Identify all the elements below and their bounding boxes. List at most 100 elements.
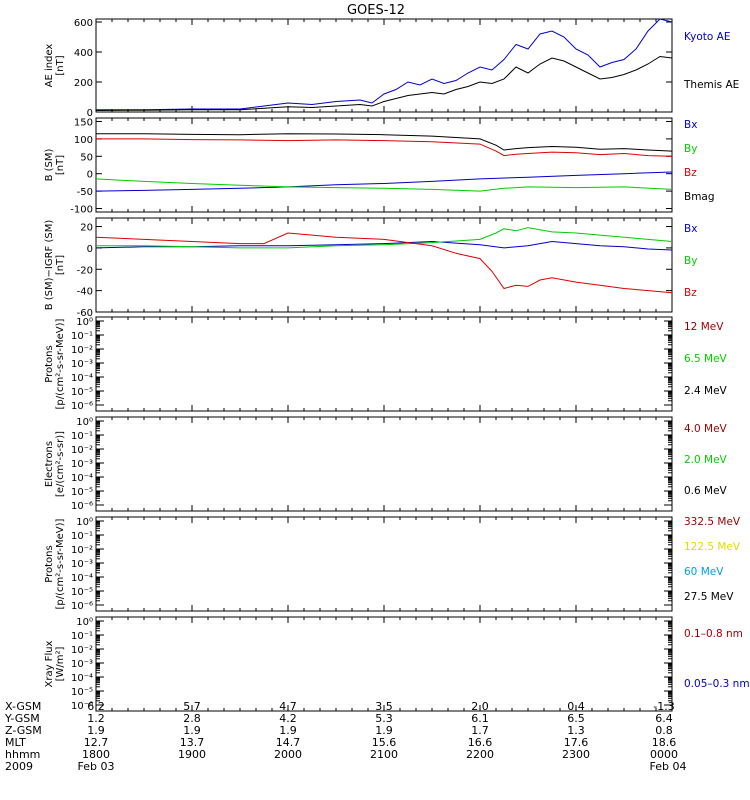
series-line-bz [96, 138, 673, 157]
footer-row-x-gsm: X-GSM 6.2 5.7 4.7 3.5 2.0 0.4 -1.3 [0, 700, 750, 713]
y-tick-label: 10⁻² [71, 345, 93, 356]
legend-entry: 2.0 MeV [684, 454, 728, 466]
footer-label: MLT [5, 736, 26, 749]
footer-value: 15.6 [371, 736, 397, 749]
legend-entry: Bx [684, 119, 697, 131]
series-line-bz [95, 232, 673, 294]
legend-entry: 6.5 MeV [684, 353, 728, 365]
y-axis-label: [e/(cm²-s-sr)] [55, 431, 66, 497]
legend-entry: 332.5 MeV [684, 516, 741, 528]
y-tick-label: 10⁰ [76, 517, 93, 528]
footer-value: 6.5 [567, 712, 585, 725]
footer-value: 1.9 [375, 724, 393, 737]
footer-value: 1.9 [279, 724, 297, 737]
y-tick-label: 10⁻² [71, 445, 93, 456]
footer-value: 2100 [370, 748, 398, 761]
footer-value: 6.2 [87, 700, 105, 713]
y-tick-label: 10⁰ [76, 617, 93, 628]
footer-value: 3.5 [375, 700, 393, 713]
footer-value: 2.0 [471, 700, 489, 713]
y-tick-label: 0 [87, 170, 93, 181]
footer-value: Feb 03 [77, 760, 115, 773]
legend-entry: 2.4 MeV [684, 385, 728, 397]
y-axis-label: [nT] [55, 155, 66, 175]
panel-protons-epead: Protons [p/(cm²-s-sr-MeV)] 10⁰ 10⁻¹ 10⁻² 10⁻³… [44, 316, 728, 412]
y-tick-label: 600 [74, 18, 93, 29]
footer-label: X-GSM [5, 700, 42, 713]
legend-entry: 0.6 MeV [684, 485, 728, 497]
panel-frame [95, 217, 673, 313]
panel-frame [95, 117, 673, 213]
footer-value: 1800 [82, 748, 110, 761]
y-tick-label: -60 [77, 308, 93, 319]
footer-value: 0.4 [567, 700, 585, 713]
legend-entry: Bmag [684, 191, 715, 203]
panel-frame [95, 616, 673, 712]
y-tick-label: 10⁻⁴ [71, 473, 93, 484]
y-tick-label: 10⁻⁶ [71, 701, 93, 712]
y-axis-label: AE index [44, 44, 55, 88]
panel-frame [95, 516, 673, 612]
series-line-by [95, 178, 673, 192]
y-tick-label: 10⁻³ [71, 359, 93, 370]
y-axis-label: Protons [44, 545, 55, 582]
legend-entry: Kyoto AE [684, 31, 730, 43]
y-tick-label: 10⁻¹ [71, 631, 93, 642]
y-tick-label: 10⁻¹ [71, 531, 93, 542]
panel-b-minus-igrf: B (SM)−IGRF (SM) [nT] -60 -40 -20 0 20 Bx By Bz [44, 217, 697, 319]
panel-xray-flux: Xray Flux [W/m²] 10⁰ 10⁻¹ 10⁻² 10⁻³ 10⁻⁴ 10⁻⁵ 10… [44, 616, 750, 712]
footer-row-y-gsm: Y-GSM 1.2 2.8 4.2 5.3 6.1 6.5 6.4 [0, 712, 750, 725]
footer-value: 1.9 [183, 724, 201, 737]
panel-frame [95, 18, 673, 113]
footer-value: 14.7 [275, 736, 301, 749]
footer-value: 0.8 [655, 724, 673, 737]
y-tick-label: 10⁻⁵ [71, 387, 93, 398]
y-tick-label: 10⁻⁵ [71, 587, 93, 598]
series-line-bx [95, 171, 673, 192]
y-tick-label: 10⁰ [76, 417, 93, 428]
y-axis-label: [nT] [55, 255, 66, 275]
footer-row-mlt: MLT 12.7 13.7 14.7 15.6 16.6 17.6 18.6 [0, 736, 750, 749]
footer-label: 2009 [5, 760, 33, 773]
legend-entry: 0.1–0.8 nm [684, 628, 743, 640]
y-tick-label: 10⁻² [71, 645, 93, 656]
footer-value: 4.2 [279, 712, 297, 725]
y-tick-label: -20 [77, 265, 93, 276]
legend-entry: Themis AE [683, 79, 739, 91]
legend-entry: 122.5 MeV [684, 541, 741, 553]
y-tick-label: 10⁻⁴ [71, 573, 93, 584]
footer-value: 2.8 [183, 712, 201, 725]
footer-row-z-gsm: Z-GSM 1.9 1.9 1.9 1.9 1.7 1.3 0.8 [0, 724, 750, 737]
footer-value: 5.7 [183, 700, 201, 713]
panel-b-sm: B (SM) [nT] -100 -50 0 50 100 150 Bx By Bz Bmag [44, 117, 715, 215]
footer-value: 1900 [178, 748, 206, 761]
y-axis-label: Xray Flux [44, 640, 55, 687]
footer-value: Feb 04 [649, 760, 687, 773]
y-tick-label: -100 [70, 205, 93, 216]
y-tick-label: 10⁻⁶ [71, 501, 93, 512]
y-tick-label: 10⁻⁴ [71, 673, 93, 684]
y-tick-label: -50 [77, 187, 93, 198]
legend-entry: 27.5 MeV [684, 591, 734, 603]
panel-protons-hepad: Protons [p/(cm²-s-sr-MeV)] 10⁰ 10⁻¹ 10⁻² 10⁻³… [44, 516, 741, 612]
y-tick-label: 10⁻⁶ [71, 601, 93, 612]
y-tick-label: 10⁻⁴ [71, 373, 93, 384]
y-axis-label: Electrons [44, 441, 55, 487]
legend-entry: 60 MeV [684, 566, 724, 578]
series-line-themis-ae [95, 55, 673, 111]
y-tick-label: 10⁰ [76, 317, 93, 328]
series-line-by [96, 227, 673, 249]
panel-ae-index: AE index [nT] 0 200 400 600 Kyoto AE Themis AE [44, 18, 739, 119]
y-tick-label: 150 [74, 117, 93, 128]
orbit-info-table: X-GSM 6.2 5.7 4.7 3.5 2.0 0.4 -1.3 Y-GSM… [0, 700, 750, 800]
legend-entry: 12 MeV [684, 321, 724, 333]
footer-value: 1.2 [87, 712, 105, 725]
y-tick-label: 10⁻⁶ [71, 401, 93, 412]
legend-entry: 0.05–0.3 nm [684, 678, 750, 690]
legend-entry: By [684, 255, 697, 267]
footer-value: 1.9 [87, 724, 105, 737]
legend-entry: Bz [684, 167, 697, 179]
y-tick-label: 10⁻¹ [71, 331, 93, 342]
y-axis-label: [W/m²] [55, 646, 66, 681]
